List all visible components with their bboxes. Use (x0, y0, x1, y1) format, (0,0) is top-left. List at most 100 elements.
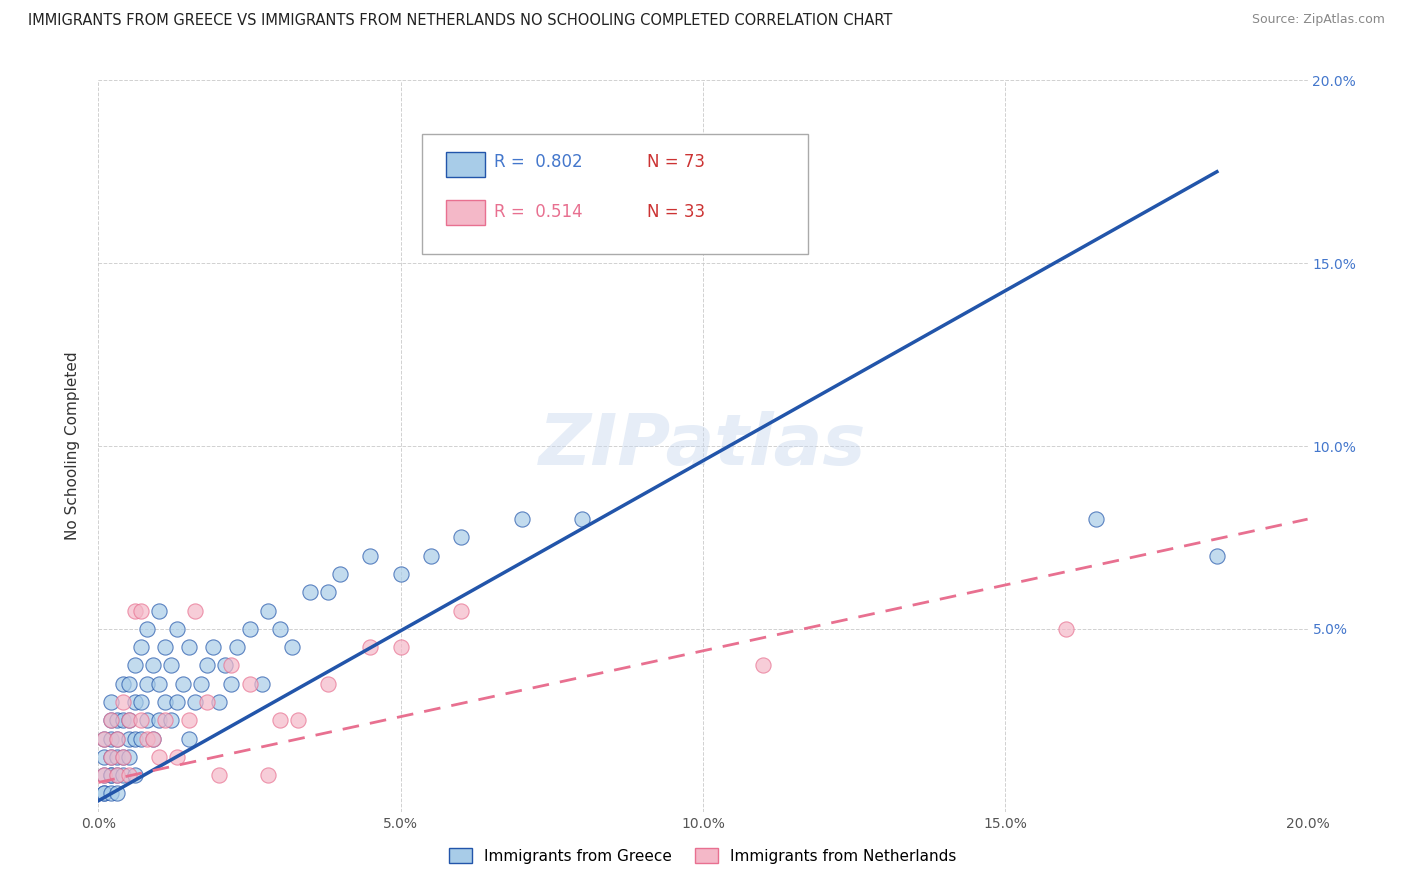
Point (142, 731, 165, 746)
Point (269, 622, 291, 636)
Legend: Immigrants from Greece, Immigrants from Netherlands: Immigrants from Greece, Immigrants from … (443, 842, 963, 870)
Point (93, 731, 115, 746)
Point (105, 731, 128, 746)
Point (129, 714, 152, 728)
Point (135, 731, 157, 746)
Point (105, 768, 128, 782)
Point (153, 695, 176, 709)
Point (420, 549, 443, 563)
Point (135, 714, 157, 728)
Point (124, 658, 146, 673)
Point (184, 695, 207, 709)
Point (93, 731, 115, 746)
Point (239, 622, 262, 636)
Point (208, 695, 231, 709)
Point (316, 676, 339, 690)
Point (100, 787, 122, 801)
Point (510, 512, 533, 526)
Point (111, 768, 134, 782)
Point (129, 731, 152, 746)
Point (226, 640, 249, 655)
Point (752, 658, 775, 673)
Point (93, 787, 115, 801)
Point (179, 640, 201, 655)
Point (100, 768, 122, 782)
Point (129, 640, 152, 655)
Point (93, 768, 115, 782)
Point (118, 714, 141, 728)
Point (1085, 512, 1108, 526)
Point (389, 567, 412, 582)
Point (111, 695, 134, 709)
Point (100, 749, 122, 764)
Point (118, 676, 141, 690)
Point (256, 603, 278, 617)
Point (153, 714, 176, 728)
Point (287, 714, 309, 728)
Point (239, 676, 262, 690)
Point (124, 768, 146, 782)
Point (172, 676, 194, 690)
Point (100, 731, 122, 746)
Point (105, 731, 128, 746)
Point (571, 512, 593, 526)
Point (124, 731, 146, 746)
Point (1054, 622, 1077, 636)
Point (111, 676, 134, 690)
Point (360, 640, 382, 655)
Point (450, 530, 472, 544)
Text: N = 73: N = 73 (647, 153, 704, 171)
Point (195, 695, 218, 709)
Point (190, 676, 212, 690)
Point (148, 714, 170, 728)
Point (93, 749, 115, 764)
Point (1206, 549, 1229, 563)
Point (135, 622, 157, 636)
Point (124, 695, 146, 709)
Point (179, 714, 201, 728)
Point (111, 749, 134, 764)
Point (389, 640, 412, 655)
Point (129, 603, 152, 617)
Point (100, 714, 122, 728)
Point (111, 749, 134, 764)
Point (166, 622, 188, 636)
Point (179, 731, 201, 746)
Point (118, 749, 141, 764)
Point (160, 714, 183, 728)
Point (269, 714, 291, 728)
Point (450, 603, 472, 617)
Point (166, 749, 188, 764)
Point (100, 695, 122, 709)
Point (281, 640, 304, 655)
Point (202, 640, 225, 655)
Point (148, 676, 170, 690)
Point (166, 695, 188, 709)
Point (329, 567, 352, 582)
Point (153, 640, 176, 655)
Text: ZIPatlas: ZIPatlas (540, 411, 866, 481)
Point (118, 768, 141, 782)
Point (142, 658, 165, 673)
Point (118, 714, 141, 728)
Point (360, 549, 382, 563)
Point (148, 603, 170, 617)
Point (160, 658, 183, 673)
Point (129, 695, 152, 709)
Point (256, 768, 278, 782)
Point (118, 731, 141, 746)
Y-axis label: No Schooling Completed: No Schooling Completed (65, 351, 80, 541)
Point (105, 714, 128, 728)
Point (93, 787, 115, 801)
Point (93, 768, 115, 782)
Point (214, 658, 236, 673)
Point (316, 585, 339, 599)
Point (184, 603, 207, 617)
Text: R =  0.514: R = 0.514 (494, 203, 582, 221)
Text: R =  0.802: R = 0.802 (494, 153, 582, 171)
Point (124, 603, 146, 617)
Point (208, 768, 231, 782)
Point (148, 749, 170, 764)
Point (250, 676, 273, 690)
Point (100, 749, 122, 764)
